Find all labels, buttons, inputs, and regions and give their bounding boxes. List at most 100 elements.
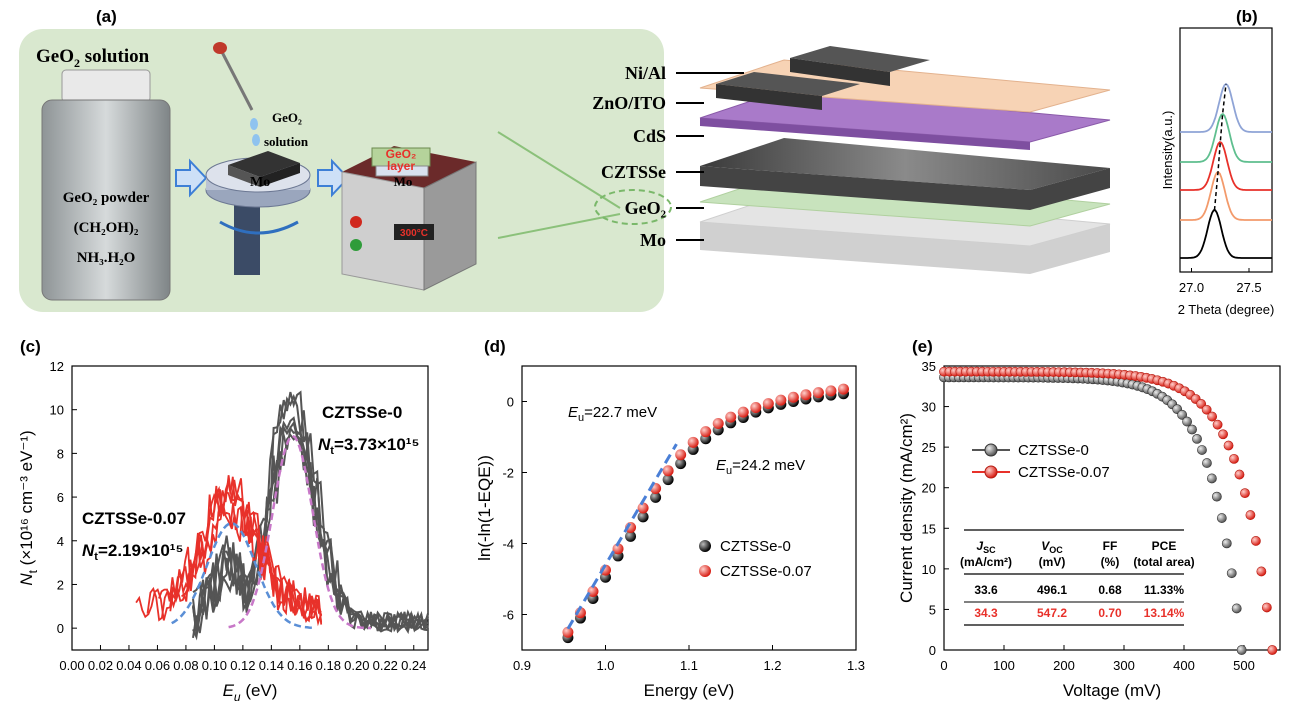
plot-frame (1179, 27, 1273, 273)
xrd-curve (1180, 82, 1272, 133)
x-tick-label: 1.0 (596, 658, 614, 673)
data-point-cztsse-0 (625, 530, 637, 542)
jv-point-cztsse-0-07 (1245, 510, 1256, 520)
legend-label-cztsse-0-07: CZTSSe-0.07 (1018, 464, 1110, 481)
data-point-cztsse-0-07 (700, 426, 712, 438)
spin-coater-icon (205, 151, 311, 275)
jv-point-cztsse-0 (1187, 424, 1197, 435)
data-point-cztsse-0-07 (800, 389, 812, 401)
bottle-line-3: NH₃.H₂O (77, 250, 136, 266)
hot-plate-icon (341, 146, 477, 291)
jv-point-cztsse-0-07 (1201, 404, 1212, 415)
x-tick-label: 0.10 (202, 658, 227, 673)
table-cell: 33.6 (974, 583, 998, 597)
stack-label: CdS (633, 126, 666, 146)
plot-frame (943, 365, 1281, 651)
y-axis-label: Current density (mA/cm²) (897, 413, 916, 603)
x-axis-label: Eu (eV) (223, 681, 278, 704)
legend-marker-cztsse-0-07 (699, 565, 711, 577)
schematic-process: GeO2 solution GeO₂ powder (CH₂OH)₂ NH₃.H… (19, 29, 664, 312)
table-cell: 34.3 (974, 606, 998, 620)
plot-frame (71, 365, 429, 651)
drop-label-2: solution (264, 134, 309, 149)
data-point-cztsse-0-07 (612, 543, 624, 555)
x-tick-label: 27.0 (1179, 280, 1204, 295)
jv-point-cztsse-0 (1202, 458, 1212, 468)
x-tick-label: 0.12 (230, 658, 255, 673)
x-axis-label: Energy (eV) (644, 681, 735, 700)
data-point-cztsse-0 (650, 491, 662, 503)
y-tick-label: 0 (929, 643, 936, 658)
y-tick-label: 10 (922, 562, 936, 577)
panel-label-b: (b) (1236, 7, 1258, 26)
jv-point-cztsse-0-07 (1234, 469, 1245, 480)
x-tick-label: 200 (1053, 658, 1075, 673)
x-tick-label: 0.20 (344, 658, 369, 673)
data-point-cztsse-0-07 (687, 436, 699, 448)
x-tick-label: 0.02 (88, 658, 113, 673)
jv-point-cztsse-0 (1192, 433, 1202, 444)
bottle-icon (41, 69, 171, 301)
y-tick-label: -2 (502, 466, 514, 481)
y-axis-label: Intensity(a.u.) (1160, 111, 1175, 190)
jv-point-cztsse-0-07 (1240, 488, 1250, 499)
table-header-unit: (total area) (1133, 555, 1194, 569)
x-tick-label: 0.24 (401, 658, 426, 673)
table-header-unit: (%) (1101, 555, 1120, 569)
legend-label-cztsse-0: CZTSSe-0 (1018, 442, 1089, 459)
x-tick-label: 100 (993, 658, 1015, 673)
table-header: JSC (976, 539, 996, 555)
y-tick-label: -6 (502, 608, 514, 623)
chart-b: 27.0 27.5 2 Theta (degree) Intensity(a.u.) (1160, 27, 1275, 317)
jv-point-cztsse-0-07 (1207, 411, 1218, 422)
nt-label-cztsse-0: Nt=3.73×10¹⁵ (318, 435, 419, 457)
nt-label-cztsse-0-07: Nt=2.19×10¹⁵ (82, 541, 183, 563)
connector-line (497, 213, 621, 239)
data-point-cztsse-0-07 (825, 385, 837, 397)
solution-title: GeO2 solution (36, 46, 150, 70)
xrd-curve (1180, 209, 1272, 259)
x-tick-label: 400 (1173, 658, 1195, 673)
y-tick-label: 2 (57, 577, 64, 592)
legend-marker-cztsse-0-07 (984, 465, 998, 479)
trap-curve-cztsse-0-07 (158, 501, 323, 617)
jv-point-cztsse-0-07 (1251, 536, 1261, 546)
drop-label-1: GeO₂ (272, 110, 302, 125)
chart-d: 0.9 1.0 1.1 1.2 1.3 0 -2 -4 -6 Energy (eV) ln(-ln(… (475, 365, 865, 700)
data-point-cztsse-0-07 (662, 465, 674, 477)
table-header-unit: (mA/cm²) (960, 555, 1012, 569)
table-header: FF (1103, 539, 1118, 553)
jv-point-cztsse-0-07 (1218, 429, 1228, 440)
highlight-ellipse (594, 189, 672, 225)
table-header-unit: (mV) (1039, 555, 1066, 569)
jv-point-cztsse-0 (1197, 445, 1207, 455)
gaussian-fit-curve (228, 434, 372, 630)
legend-marker-cztsse-0 (699, 540, 711, 552)
x-axis-label: 2 Theta (degree) (1178, 302, 1275, 317)
xrd-curve (1180, 141, 1272, 191)
x-tick-label: 500 (1233, 658, 1255, 673)
jv-point-cztsse-0 (1231, 603, 1242, 614)
legend-label-cztsse-0: CZTSSe-0 (720, 538, 791, 555)
data-point-cztsse-0-07 (787, 391, 799, 403)
table-header: VOC (1041, 539, 1063, 555)
y-tick-label: 0 (57, 621, 64, 636)
y-axis-label: ln(-ln(1-EQE)) (475, 455, 494, 561)
y-tick-label: 20 (922, 481, 936, 496)
data-point-cztsse-0-07 (837, 383, 849, 395)
arrow-icon (175, 158, 208, 198)
table-cell: 547.2 (1037, 606, 1067, 620)
x-tick-label: 1.1 (680, 658, 698, 673)
panel-label-e: (e) (912, 337, 933, 356)
hot-temp-label: 300°C (400, 228, 428, 239)
y-tick-label: 30 (922, 400, 936, 415)
table-cell: 0.70 (1098, 606, 1122, 620)
stack-label: ZnO/ITO (592, 93, 666, 113)
chart-c: 0.00 0.02 0.04 0.06 0.08 0.10 0.12 0.14 0.16 0.18… (17, 359, 429, 704)
y-tick-label: 8 (57, 446, 64, 461)
gaussian-fit-curve (171, 522, 315, 630)
trap-curve-cztsse-0 (192, 390, 429, 633)
jv-point-cztsse-0 (1236, 645, 1247, 655)
stack-label: GeO₂ (625, 198, 666, 218)
